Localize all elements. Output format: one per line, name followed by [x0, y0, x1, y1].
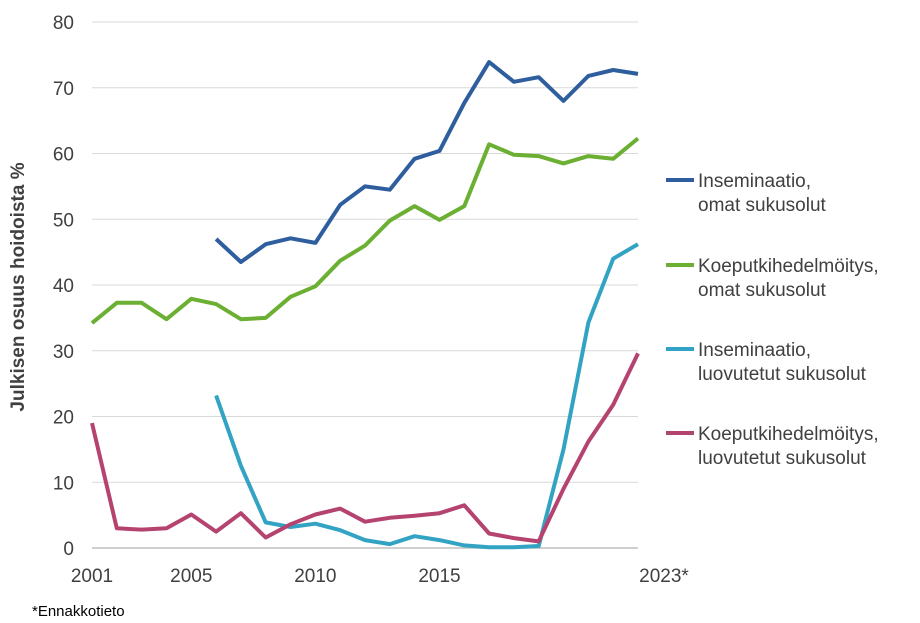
y-tick-label: 20 — [53, 408, 74, 429]
legend-label: luovutetut sukusolut — [698, 448, 867, 469]
series-line — [90, 352, 640, 544]
y-tick-label: 0 — [63, 539, 74, 560]
legend-label: omat sukusolut — [698, 280, 827, 301]
legend-label: omat sukusolut — [698, 195, 827, 216]
legend-item: Koeputkihedelmöitys, luovutetut sukusolut — [666, 424, 879, 469]
x-tick-label: 2010 — [294, 566, 336, 587]
x-tick-label: 2001 — [71, 566, 113, 587]
legend-label: Inseminaatio, — [698, 171, 811, 192]
legend: Inseminaatio,omat sukusolutKoeputkihedel… — [666, 171, 879, 469]
y-tick-label: 50 — [53, 210, 74, 231]
legend-label: Koeputkihedelmöitys, — [698, 424, 879, 445]
legend-item: Inseminaatio, omat sukusolut — [666, 171, 827, 216]
y-axis-ticks: 0 10 20 30 40 50 60 70 80 — [53, 13, 74, 560]
x-tick-label: 2023* — [639, 566, 689, 587]
legend-item: Inseminaatio, luovutetut sukusolut — [666, 340, 867, 385]
footnote: *Ennakkotieto — [32, 603, 125, 620]
y-tick-label: 10 — [53, 473, 74, 494]
legend-label: Koeputkihedelmöitys, — [698, 256, 879, 277]
gridlines — [92, 21, 638, 483]
series-lines — [90, 60, 640, 550]
legend-label: luovutetut sukusolut — [698, 364, 867, 385]
y-tick-label: 40 — [53, 276, 74, 297]
y-tick-label: 30 — [53, 342, 74, 363]
y-tick-label: 60 — [53, 145, 74, 166]
y-tick-label: 80 — [53, 13, 74, 34]
series-line — [214, 242, 640, 550]
x-tick-label: 2005 — [170, 566, 212, 587]
series-line — [90, 136, 640, 325]
y-axis-title: Julkisen osuus hoidoista % — [8, 162, 29, 411]
x-tick-label: 2015 — [418, 566, 460, 587]
legend-label: Inseminaatio, — [698, 340, 811, 361]
series-line — [214, 60, 639, 264]
y-tick-label: 70 — [53, 79, 74, 100]
legend-item: Koeputkihedelmöitys, omat sukusolut — [666, 256, 879, 301]
x-axis: 2001 2005 2010 2015 2023* — [71, 547, 689, 587]
